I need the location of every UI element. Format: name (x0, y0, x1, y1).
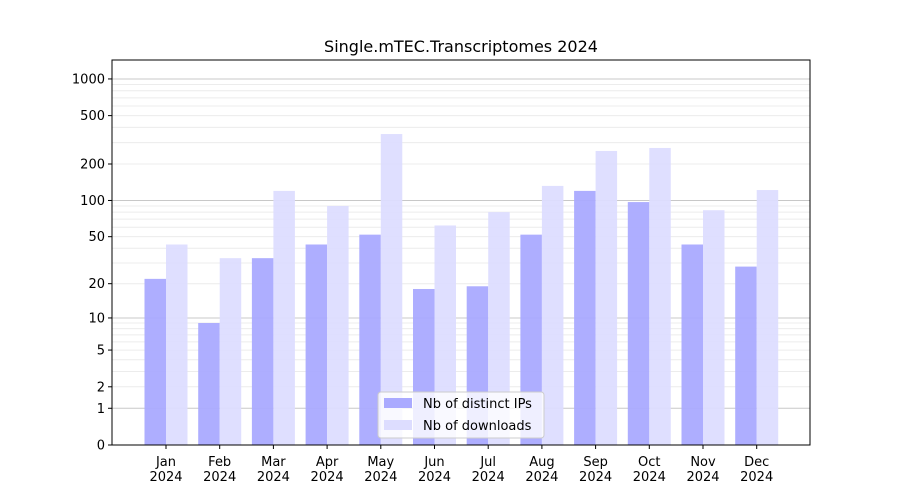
bar-ips (681, 244, 703, 445)
bar-downloads (219, 258, 242, 445)
y-tick-label: 200 (80, 158, 105, 173)
bar-downloads (756, 190, 779, 445)
bar-downloads (273, 190, 295, 445)
bar-ips (627, 202, 650, 445)
bar-downloads (380, 134, 403, 445)
bar-downloads (327, 205, 349, 445)
x-tick-label: May (367, 455, 394, 470)
y-tick-label: 1 (97, 402, 105, 417)
x-tick-label: Jun (423, 455, 444, 470)
bar-downloads (488, 212, 510, 445)
bar-ips (305, 244, 328, 445)
x-tick-label: 2024 (525, 470, 558, 485)
legend-swatch-ips (384, 398, 412, 408)
legend-swatch-downloads (384, 420, 412, 430)
x-tick-label: Aug (529, 455, 554, 470)
x-tick-label: 2024 (472, 470, 505, 485)
bar-ips (574, 190, 596, 445)
legend-label-downloads: Nb of downloads (423, 419, 532, 434)
y-tick-label: 10 (88, 311, 105, 326)
bar-downloads (649, 147, 671, 445)
x-tick-label: 2024 (418, 470, 451, 485)
y-tick-label: 5 (97, 344, 105, 359)
x-tick-label: 2024 (203, 470, 236, 485)
y-tick-label: 20 (88, 277, 105, 292)
x-tick-label: Feb (208, 455, 231, 470)
x-tick-label: Apr (316, 455, 339, 470)
x-tick-label: 2024 (579, 470, 612, 485)
bar-ips (359, 234, 381, 445)
bar-ips (735, 266, 757, 445)
x-tick-label: Nov (690, 455, 716, 470)
bar-ips (251, 258, 274, 445)
x-tick-label: 2024 (686, 470, 719, 485)
x-tick-label: 2024 (633, 470, 666, 485)
y-tick-label: 2 (97, 380, 105, 395)
x-tick-label: 2024 (149, 470, 182, 485)
x-tick-label: Sep (583, 455, 608, 470)
x-tick-label: Dec (744, 455, 769, 470)
x-tick-label: Oct (638, 455, 660, 470)
legend-box (377, 391, 545, 439)
x-tick-label: 2024 (257, 470, 290, 485)
bar-downloads (703, 210, 725, 445)
x-tick-label: Jul (479, 455, 496, 470)
bar-ips (144, 278, 166, 445)
y-tick-label: 100 (80, 194, 105, 209)
x-tick-label: 2024 (364, 470, 397, 485)
plot-frame (111, 59, 811, 446)
x-tick-label: 2024 (740, 470, 773, 485)
y-tick-label: 50 (88, 230, 105, 245)
legend: Nb of distinct IPs Nb of downloads (377, 391, 545, 439)
bar-downloads (434, 225, 456, 445)
bar-downloads (541, 185, 564, 445)
y-tick-label: 1000 (72, 72, 105, 87)
x-tick-label: Jan (155, 455, 176, 470)
legend-label-ips: Nb of distinct IPs (423, 397, 532, 412)
x-tick-label: Mar (261, 455, 286, 470)
y-tick-label: 0 (97, 439, 105, 454)
bar-ips (198, 323, 220, 445)
y-axis: 0 1 2 5 10 20 50 100 200 500 1000 (72, 72, 112, 454)
chart-title: Single.mTEC.Transcriptomes 2024 (324, 37, 598, 56)
y-tick-label: 500 (80, 109, 105, 124)
x-axis: Jan2024Feb2024Mar2024Apr2024May2024Jun20… (149, 445, 773, 485)
bar-downloads (595, 150, 618, 445)
x-tick-label: 2024 (311, 470, 344, 485)
bar-downloads (166, 244, 188, 445)
